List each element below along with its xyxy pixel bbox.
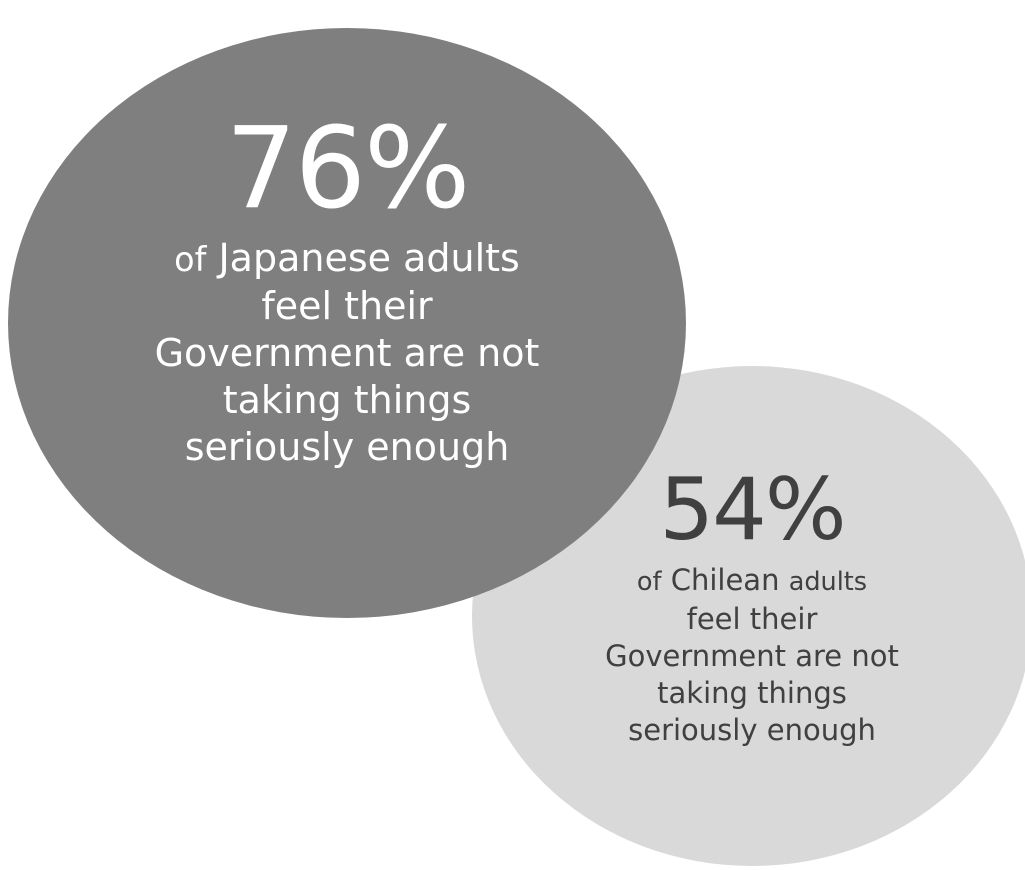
japan-desc-line-1: of Japanese adults bbox=[97, 235, 597, 283]
chile-subject: Chilean bbox=[670, 563, 780, 597]
japan-stat-text: 76% of Japanese adults feel their Govern… bbox=[97, 103, 597, 471]
japan-desc-line-3: Government are not bbox=[154, 331, 540, 375]
chile-desc-line-1: of Chilean adults bbox=[552, 562, 952, 601]
chile-percent: 54% bbox=[659, 460, 846, 560]
japan-desc-line-5: seriously enough bbox=[184, 425, 510, 469]
japan-percent: 76% bbox=[225, 104, 471, 234]
japan-subject: Japanese adults bbox=[218, 236, 520, 280]
chile-desc-line-2: feel their bbox=[686, 602, 818, 636]
chile-subject-suffix: adults bbox=[788, 567, 868, 597]
japan-prefix: of bbox=[174, 240, 207, 279]
japan-desc-line-2: feel their bbox=[261, 284, 433, 328]
chile-desc-line-5: seriously enough bbox=[628, 713, 876, 747]
japan-desc-line-4: taking things bbox=[222, 378, 472, 422]
chile-prefix: of bbox=[636, 567, 662, 597]
chile-desc-line-4: taking things bbox=[657, 676, 847, 710]
chile-desc-line-3: Government are not bbox=[605, 639, 899, 673]
chile-stat-text: 54% of Chilean adults feel their Governm… bbox=[552, 458, 952, 749]
japan-stat-circle bbox=[8, 28, 686, 618]
